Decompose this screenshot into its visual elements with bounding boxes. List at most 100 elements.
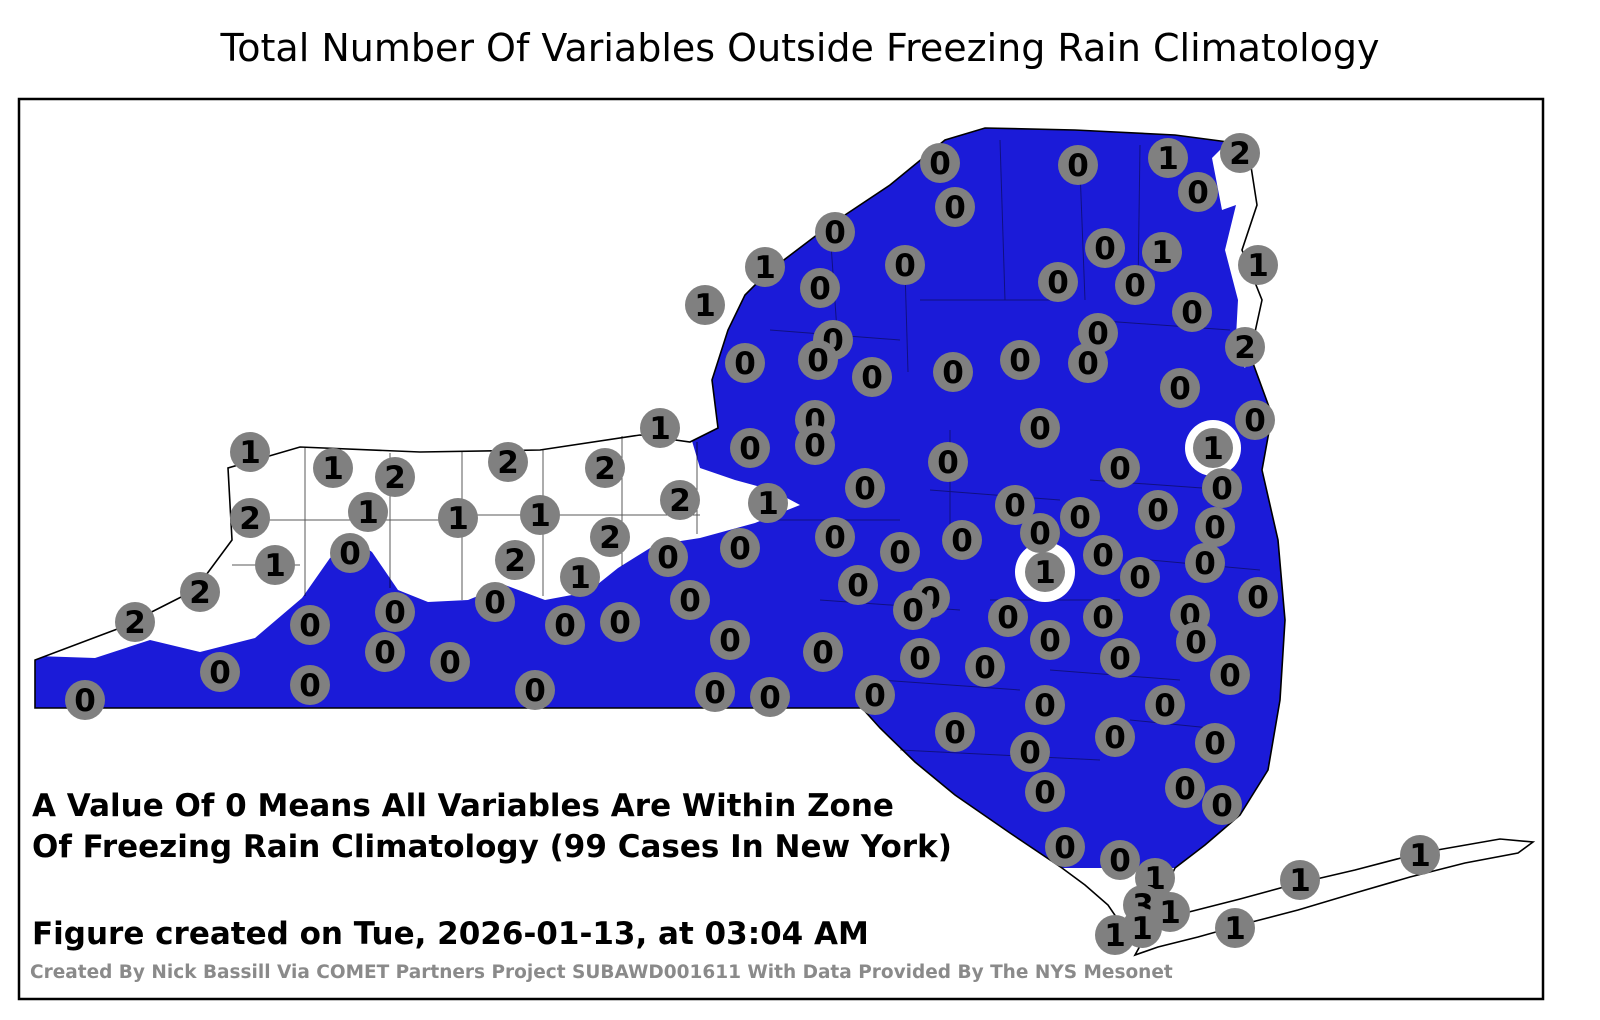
station-value: 1 [754,250,776,286]
station-marker [590,517,630,557]
station-marker [720,528,760,568]
figure-credit: Created By Nick Bassill Via COMET Partne… [30,962,1173,983]
station-marker [1010,732,1050,772]
station-marker [1145,685,1185,725]
station-value: 1 [1289,863,1311,899]
station-marker [1142,232,1182,272]
station-marker [798,340,838,380]
station-marker [750,677,790,717]
station-value: 0 [812,635,834,671]
station-marker [1120,557,1160,597]
station-value: 0 [609,605,631,641]
station-value: 0 [524,673,546,709]
station-marker [1060,497,1100,537]
station-value: 0 [1054,830,1076,866]
station-marker [1000,340,1040,380]
figure-title: Total Number Of Variables Outside Freezi… [220,26,1380,70]
station-value: 0 [1109,641,1131,677]
zone-annotation: A Value Of 0 Means All Variables Are Wit… [32,786,952,868]
station-marker [1165,768,1205,808]
station-marker [375,592,415,632]
station-value: 0 [1169,371,1191,407]
station-marker [313,448,353,488]
station-marker [900,638,940,678]
station-marker [800,268,840,308]
station-value: 0 [1029,516,1051,552]
station-value: 0 [1077,346,1099,382]
station-value: 0 [74,683,96,719]
station-marker [1045,827,1085,867]
station-value: 0 [974,650,996,686]
station-value: 1 [529,498,551,534]
station-value: 0 [1187,175,1209,211]
station-marker [348,492,388,532]
station-value: 0 [944,190,966,226]
station-value: 1 [1151,235,1173,271]
station-value: 0 [929,146,951,182]
station-value: 0 [807,343,829,379]
station-marker [365,632,405,672]
station-marker [1020,408,1060,448]
station-value: 0 [861,360,883,396]
station-value: 2 [189,575,211,611]
station-marker [585,448,625,488]
station-marker [1100,638,1140,678]
station-value: 2 [1234,330,1256,366]
station-value: 1 [447,501,469,537]
station-marker [1095,717,1135,757]
station-marker [1238,245,1278,285]
station-marker [1068,343,1108,383]
station-value: 1 [357,495,379,531]
station-marker [942,520,982,560]
station-marker [1210,655,1250,695]
station-value: 0 [951,523,973,559]
outside-zone-west-band [36,434,800,658]
station-marker [695,672,735,712]
station-value: 0 [1067,148,1089,184]
station-marker [1148,138,1188,178]
station-marker [928,442,968,482]
station-value: 1 [264,548,286,584]
station-marker [180,572,220,612]
station-value: 2 [1229,136,1251,172]
station-marker [648,537,688,577]
station-value: 0 [1009,343,1031,379]
outside-zone-champlain-strip [1212,142,1262,368]
station-value: 0 [902,593,924,629]
station-value: 0 [1004,488,1026,524]
station-marker [855,675,895,715]
station-marker [1025,685,1065,725]
station-marker [1202,468,1242,508]
station-marker [935,712,975,752]
station-value: 0 [1185,625,1207,661]
station-value: 0 [719,623,741,659]
station-marker [815,212,855,252]
station-marker [1030,620,1070,660]
station-value: 0 [1104,720,1126,756]
station-value: 0 [1204,510,1226,546]
station-value: 0 [937,445,959,481]
station-marker [1083,597,1123,637]
station-value: 1 [1224,911,1246,947]
station-marker [685,285,725,325]
station-value: 0 [997,600,1019,636]
station-marker [880,532,920,572]
station-value: 0 [1094,231,1116,267]
station-marker [65,680,105,720]
station-marker [1176,622,1216,662]
station-value: 0 [1147,493,1169,529]
station-marker [430,642,470,682]
station-marker [1122,908,1162,948]
station-marker [815,517,855,557]
station-marker [1195,507,1235,547]
station-value: 0 [1211,788,1233,824]
station-value: 0 [1092,600,1114,636]
station-marker [1160,368,1200,408]
station-value: 1 [1034,555,1056,591]
station-marker [560,557,600,597]
station-marker [670,580,710,620]
station-marker [845,468,885,508]
station-value: 0 [909,641,931,677]
